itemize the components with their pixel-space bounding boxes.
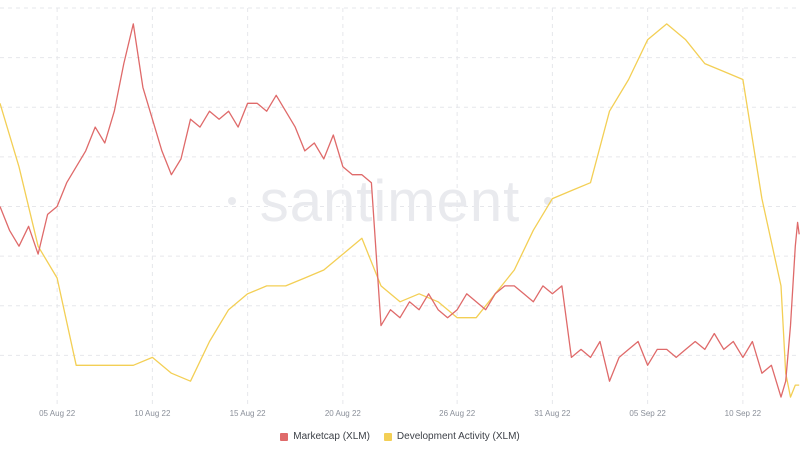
x-tick-label: 10 Sep 22 <box>725 409 762 418</box>
x-tick-label: 05 Aug 22 <box>39 409 76 418</box>
legend-label-dev-activity: Development Activity (XLM) <box>396 431 520 442</box>
legend-label-marketcap: Marketcap (XLM) <box>293 431 370 442</box>
watermark-text: santiment <box>260 169 520 234</box>
x-tick-label: 05 Sep 22 <box>629 409 666 418</box>
series-layer <box>0 23 800 398</box>
x-tick-label: 26 Aug 22 <box>439 409 476 418</box>
x-tick-label: 20 Aug 22 <box>325 409 362 418</box>
x-axis-ticks: 05 Aug 22 10 Aug 22 15 Aug 22 20 Aug 22 26 A… <box>39 409 762 418</box>
legend-item-marketcap[interactable]: Marketcap (XLM) <box>280 431 370 442</box>
legend-item-dev-activity[interactable]: Development Activity (XLM) <box>383 431 520 442</box>
watermark: santiment <box>228 169 552 234</box>
line-chart: santiment 05 Aug 22 10 Aug 22 15 Aug 22 20 … <box>0 7 800 418</box>
x-tick-label: 10 Aug 22 <box>134 409 171 418</box>
x-tick-label: 15 Aug 22 <box>230 409 267 418</box>
legend-swatch-marketcap <box>280 432 289 441</box>
series-line-dev-activity[interactable] <box>0 23 800 398</box>
grid <box>0 7 800 405</box>
series-line-marketcap[interactable] <box>0 23 800 398</box>
legend-swatch-dev-activity <box>383 432 392 441</box>
watermark-left-dot <box>228 197 236 205</box>
x-tick-label: 31 Aug 22 <box>534 409 571 418</box>
legend: Marketcap (XLM) Development Activity (XL… <box>0 431 800 442</box>
